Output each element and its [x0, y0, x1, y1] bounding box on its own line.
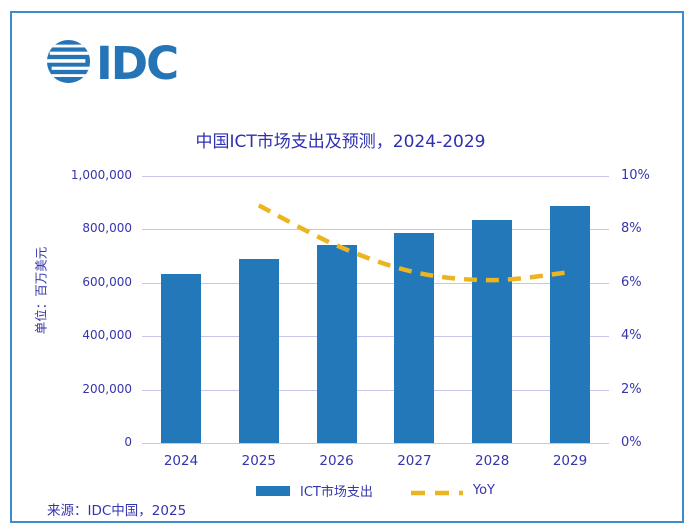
gridline — [142, 176, 609, 177]
left-axis-tick: 200,000 — [82, 381, 132, 396]
legend-bar-label: ICT市场支出 — [300, 485, 373, 500]
bar-2024 — [161, 274, 201, 443]
right-axis-tick: 10% — [621, 168, 650, 183]
idc-logo-text: IDC — [96, 36, 179, 90]
yoy-line — [257, 203, 571, 283]
right-axis-tick: 8% — [621, 221, 642, 237]
chart-title: 中国ICT市场支出及预测，2024-2029 — [195, 132, 486, 152]
right-axis-tick: 4% — [621, 328, 642, 344]
bar-2029 — [550, 205, 590, 443]
x-axis-label-2028: 2028 — [475, 453, 510, 469]
chart-frame: IDC 中国ICT市场支出及预测，2024-2029 单位：百万美元 1,000… — [10, 11, 684, 523]
right-axis-tick: 0% — [621, 435, 642, 450]
gridline — [142, 389, 609, 391]
x-axis-label-2024: 2024 — [163, 453, 199, 469]
chart-legend: ICT市场支出 YoY — [142, 481, 609, 500]
gridline — [142, 282, 609, 284]
left-axis-tick: 600,000 — [82, 274, 132, 289]
gridline — [142, 229, 609, 231]
plot-area: 1,000,000 10% 800,000 8% 600,000 6% 400,000 4% 2… — [71, 168, 650, 469]
right-axis-tick: 2% — [621, 381, 642, 397]
source-note: 来源：IDC中国，2025 — [47, 503, 187, 519]
left-axis-tick: 400,000 — [82, 328, 132, 343]
idc-globe-icon — [46, 39, 91, 88]
left-axis-tick: 0 — [124, 435, 132, 449]
gridline — [142, 443, 609, 444]
legend-yoy-label: YoY — [472, 483, 495, 498]
idc-logo: IDC — [46, 36, 179, 90]
yoy-line-layer — [257, 203, 571, 283]
legend-dashed-line-icon — [410, 481, 463, 500]
legend-bar-swatch — [256, 485, 291, 496]
x-axis-label-2029: 2029 — [552, 453, 588, 469]
gridline — [142, 336, 609, 338]
left-axis-tick: 1,000,000 — [70, 168, 132, 182]
bar-2028 — [472, 219, 513, 443]
x-axis-label-2027: 2027 — [397, 453, 432, 469]
left-axis-tick: 800,000 — [82, 221, 132, 236]
bar-2025 — [238, 259, 279, 443]
bar-2026 — [316, 245, 357, 443]
right-axis-tick: 6% — [621, 274, 642, 290]
x-axis-label-2025: 2025 — [241, 453, 276, 469]
x-axis-label-2026: 2026 — [319, 453, 354, 469]
